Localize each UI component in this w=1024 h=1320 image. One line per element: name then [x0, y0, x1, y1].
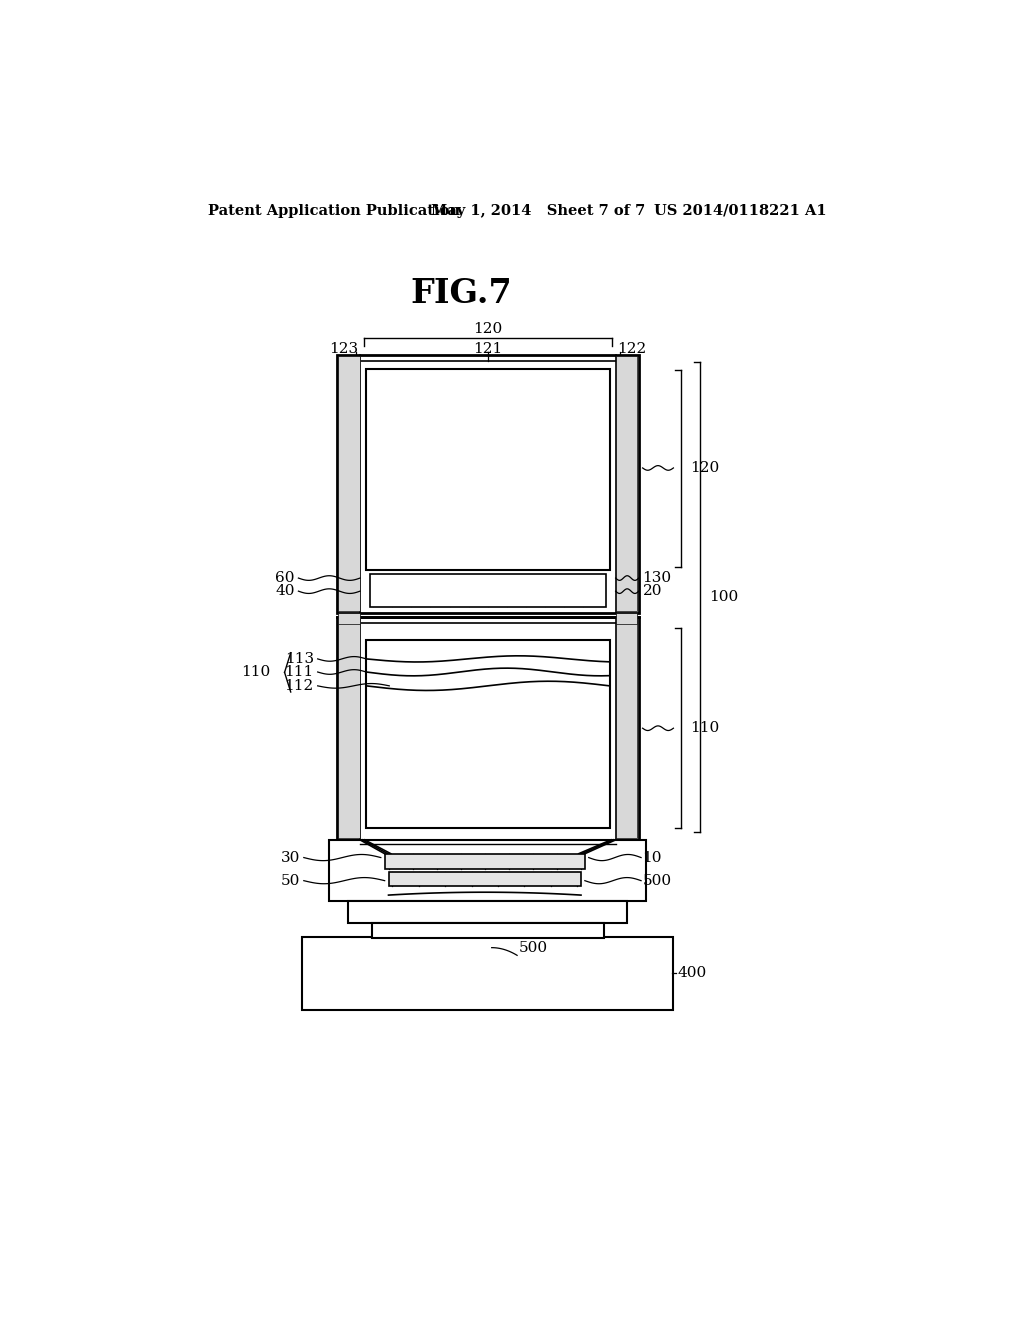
Text: US 2014/0118221 A1: US 2014/0118221 A1: [654, 203, 826, 218]
Text: 121: 121: [473, 342, 503, 355]
Text: 100: 100: [710, 590, 739, 605]
Text: 112: 112: [285, 678, 313, 693]
Bar: [615, 356, 637, 611]
Text: 20: 20: [643, 585, 663, 598]
Text: 110: 110: [242, 665, 270, 680]
Text: 120: 120: [473, 322, 503, 335]
Text: 113: 113: [285, 652, 313, 665]
Bar: [388, 873, 581, 886]
Text: 60: 60: [275, 572, 295, 585]
Text: 50: 50: [281, 874, 300, 887]
Text: 130: 130: [643, 572, 672, 585]
Text: 40: 40: [275, 585, 295, 598]
Text: 122: 122: [617, 342, 646, 355]
Text: 400: 400: [677, 966, 707, 979]
Text: 111: 111: [285, 665, 313, 678]
Text: 10: 10: [643, 850, 663, 865]
Text: 500: 500: [643, 874, 672, 887]
Text: 30: 30: [281, 850, 300, 865]
Bar: [330, 840, 646, 902]
Bar: [367, 368, 609, 570]
Bar: [337, 616, 639, 840]
Text: FIG.7: FIG.7: [411, 277, 513, 310]
Bar: [372, 923, 604, 939]
Bar: [370, 574, 605, 607]
Text: 120: 120: [690, 461, 720, 475]
Text: 500: 500: [518, 941, 548, 954]
Bar: [302, 937, 674, 1010]
Text: 110: 110: [690, 721, 720, 735]
Bar: [339, 356, 360, 611]
Bar: [348, 902, 628, 923]
Bar: [615, 618, 637, 838]
Bar: [337, 355, 639, 612]
Bar: [615, 612, 637, 624]
Bar: [367, 640, 609, 829]
Bar: [385, 854, 585, 869]
Bar: [339, 618, 360, 838]
Text: May 1, 2014   Sheet 7 of 7: May 1, 2014 Sheet 7 of 7: [431, 203, 645, 218]
Bar: [339, 612, 360, 624]
Text: 123: 123: [330, 342, 358, 355]
Text: Patent Application Publication: Patent Application Publication: [208, 203, 460, 218]
